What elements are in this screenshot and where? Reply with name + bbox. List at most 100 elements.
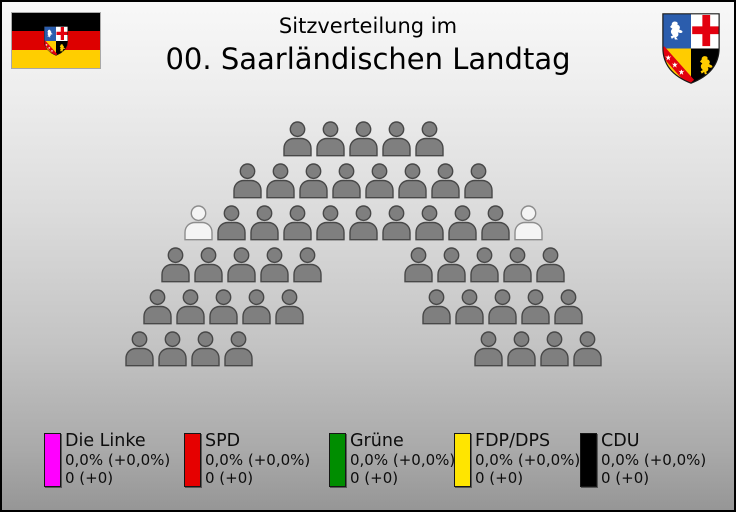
- person-icon: [437, 247, 466, 283]
- person-icon: [488, 289, 517, 325]
- seat-icon: [124, 331, 155, 367]
- seat-icon: [397, 163, 428, 199]
- person-icon: [414, 205, 444, 241]
- seat-icon: [473, 331, 504, 367]
- person-icon: [183, 205, 213, 241]
- seat-icon: [421, 289, 452, 325]
- person-icon: [464, 163, 493, 199]
- person-icon: [190, 331, 220, 367]
- legend-party-percent: 0,0% (+0,0%): [350, 451, 456, 469]
- seat-icon: [193, 247, 224, 283]
- aisle-gap: [307, 289, 419, 290]
- seat-row: [2, 205, 724, 241]
- legend-party-seats: 0 (+0): [65, 469, 114, 487]
- person-icon: [242, 289, 271, 325]
- seat-icon: [539, 331, 570, 367]
- seat-icon: [381, 205, 412, 241]
- person-icon: [233, 163, 262, 199]
- person-icon: [539, 331, 569, 367]
- person-icon: [422, 289, 451, 325]
- seat-icon: [348, 205, 379, 241]
- seat-icon: [414, 205, 445, 241]
- legend-color-swatch: [329, 433, 346, 487]
- person-icon: [521, 289, 550, 325]
- seat-icon: [157, 331, 188, 367]
- person-icon: [194, 247, 223, 283]
- legend-text: CDU 0,0% (+0,0%) 0 (+0): [601, 431, 706, 487]
- legend-text: Grüne 0,0% (+0,0%) 0 (+0): [350, 431, 455, 487]
- person-icon: [282, 205, 312, 241]
- seat-icon: [282, 121, 313, 157]
- seat-icon: [249, 205, 280, 241]
- seat-row: [2, 331, 724, 367]
- person-icon: [176, 289, 205, 325]
- saarland-flag: [12, 13, 100, 68]
- legend-entry: SPD 0,0% (+0,0%) 0 (+0): [184, 431, 310, 487]
- seat-icon: [364, 163, 395, 199]
- person-icon: [513, 205, 543, 241]
- seat-icon-vacant: [513, 205, 544, 241]
- seat-icon: [160, 247, 191, 283]
- person-icon: [414, 121, 444, 157]
- seat-icon: [487, 289, 518, 325]
- seat-icon: [226, 247, 257, 283]
- seat-icon: [175, 289, 206, 325]
- aisle-gap: [325, 247, 401, 248]
- legend-entry: Die Linke 0,0% (+0,0%) 0 (+0): [44, 431, 170, 487]
- person-icon: [227, 247, 256, 283]
- seat-icon: [414, 121, 445, 157]
- person-icon: [315, 121, 345, 157]
- legend-party-seats: 0 (+0): [350, 469, 399, 487]
- person-icon: [348, 205, 378, 241]
- seat-icon: [403, 247, 434, 283]
- person-icon: [455, 289, 484, 325]
- legend-color-swatch: [44, 433, 61, 487]
- legend-text: Die Linke 0,0% (+0,0%) 0 (+0): [65, 431, 170, 487]
- legend-party-seats: 0 (+0): [205, 469, 254, 487]
- seat-icon: [447, 205, 478, 241]
- seat-icon: [190, 331, 221, 367]
- person-icon: [299, 163, 328, 199]
- person-icon: [503, 247, 532, 283]
- aisle-gap: [256, 331, 471, 332]
- person-icon: [365, 163, 394, 199]
- person-icon: [282, 121, 312, 157]
- seat-icon: [292, 247, 323, 283]
- seat-icon: [502, 247, 533, 283]
- legend-text: FDP/DPS 0,0% (+0,0%) 0 (+0): [475, 431, 580, 487]
- seat-icon: [520, 289, 551, 325]
- seat-icon: [535, 247, 566, 283]
- legend-party-percent: 0,0% (+0,0%): [205, 451, 311, 469]
- person-icon: [554, 289, 583, 325]
- person-icon: [124, 331, 154, 367]
- person-icon: [260, 247, 289, 283]
- legend-party-name: Die Linke: [65, 431, 146, 451]
- page-title: Sitzverteilung im 00. Saarländischen Lan…: [2, 11, 734, 78]
- seat-icon: [142, 289, 173, 325]
- person-icon: [404, 247, 433, 283]
- legend-color-swatch: [454, 433, 471, 487]
- seat-icon: [469, 247, 500, 283]
- legend-party-seats: 0 (+0): [601, 469, 650, 487]
- person-icon: [266, 163, 295, 199]
- seat-icon: [506, 331, 537, 367]
- seat-icon: [232, 163, 263, 199]
- seat-icon: [208, 289, 239, 325]
- person-icon: [249, 205, 279, 241]
- seat-row: [2, 121, 724, 157]
- seat-icon: [216, 205, 247, 241]
- legend: Die Linke 0,0% (+0,0%) 0 (+0) SPD 0,0% (+0,0…: [2, 431, 734, 493]
- legend-text: SPD 0,0% (+0,0%) 0 (+0): [205, 431, 310, 487]
- seat-icon: [298, 163, 329, 199]
- flag-stripe-gold: [12, 49, 100, 68]
- seat-icon: [381, 121, 412, 157]
- legend-party-name: Grüne: [350, 431, 404, 451]
- person-icon: [506, 331, 536, 367]
- legend-party-percent: 0,0% (+0,0%): [475, 451, 581, 469]
- person-icon: [381, 205, 411, 241]
- seat-icon: [348, 121, 379, 157]
- seat-icon: [480, 205, 511, 241]
- legend-entry: Grüne 0,0% (+0,0%) 0 (+0): [329, 431, 455, 487]
- person-icon: [470, 247, 499, 283]
- seat-icon: [274, 289, 305, 325]
